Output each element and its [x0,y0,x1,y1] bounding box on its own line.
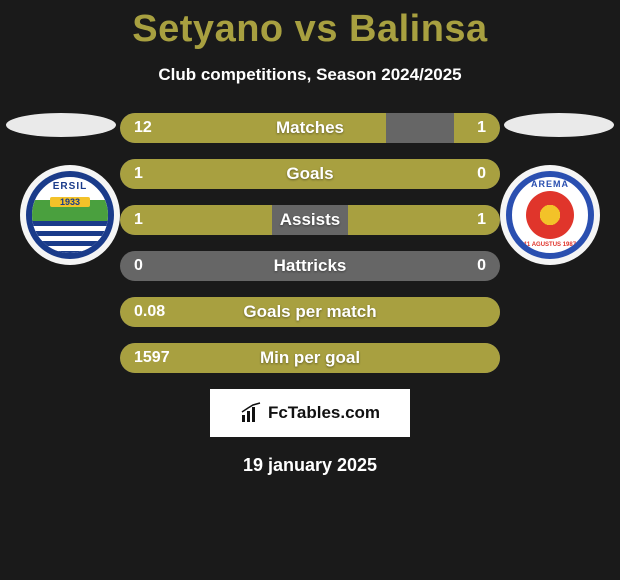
team-badge-right: AREMA 11 AGUSTUS 1987 [500,165,600,265]
team-badge-left: ERSIL 1933 [20,165,120,265]
halo-right [504,113,614,137]
bar-value-right: 0 [477,251,486,281]
bar-label: Matches [120,113,500,143]
logo-text: FcTables.com [268,403,380,423]
badge-left-text: ERSIL [32,181,108,192]
stat-bars: 12 Matches 1 1 Goals 0 1 Assists 1 0 Hat… [120,113,500,373]
stat-bar: 12 Matches 1 [120,113,500,143]
stat-bar: 1 Goals 0 [120,159,500,189]
bar-value-right: 1 [477,205,486,235]
badge-left-year: 1933 [50,197,90,207]
stat-bar: 0.08 Goals per match [120,297,500,327]
halo-left [6,113,116,137]
badge-right-text: AREMA [512,179,588,189]
team-badge-right-inner: AREMA 11 AGUSTUS 1987 [506,171,594,259]
stat-bar: 0 Hattricks 0 [120,251,500,281]
bar-label: Min per goal [120,343,500,373]
date-text: 19 january 2025 [0,455,620,476]
team-badge-left-inner: ERSIL 1933 [26,171,114,259]
bar-label: Assists [120,205,500,235]
page-title: Setyano vs Balinsa [0,0,620,51]
badge-right-sub: 11 AGUSTUS 1987 [512,242,588,248]
stat-bar: 1597 Min per goal [120,343,500,373]
comparison-content: ERSIL 1933 AREMA 11 AGUSTUS 1987 12 Matc… [0,113,620,476]
bar-label: Hattricks [120,251,500,281]
bar-value-right: 0 [477,159,486,189]
stat-bar: 1 Assists 1 [120,205,500,235]
subtitle: Club competitions, Season 2024/2025 [0,65,620,85]
bar-label: Goals [120,159,500,189]
fctables-logo: FcTables.com [210,389,410,437]
bar-label: Goals per match [120,297,500,327]
chart-icon [240,402,262,424]
bar-value-right: 1 [477,113,486,143]
